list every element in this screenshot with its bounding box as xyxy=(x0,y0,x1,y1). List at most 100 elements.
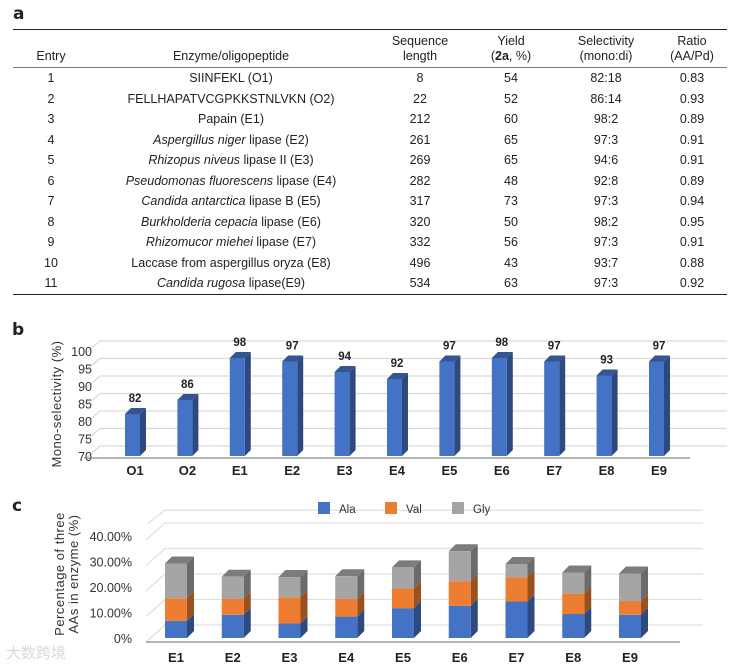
data-label: 93 xyxy=(600,355,613,367)
x-tick-label: E4 xyxy=(389,463,406,478)
bar-segment-val-side xyxy=(527,570,535,602)
bar-segment-gly-side xyxy=(470,544,478,582)
header-length: Sequence length xyxy=(373,30,467,68)
cell-entry: 10 xyxy=(44,255,58,270)
enzyme-name: Laccase from aspergillus oryza (E8) xyxy=(131,255,331,270)
bar-side xyxy=(559,355,566,456)
cell-enzyme: Aspergillus niger lipase (E2) xyxy=(89,130,373,151)
bar-segment-val xyxy=(619,601,641,615)
x-tick-label: E5 xyxy=(441,463,457,478)
bar-side xyxy=(244,352,251,456)
cell-selectivity: 93:7 xyxy=(593,255,619,270)
bar-segment-val xyxy=(562,593,585,615)
gridline xyxy=(85,375,727,389)
bar xyxy=(387,379,402,456)
bar-segment-val xyxy=(278,597,301,624)
enzyme-species: Burkholderia cepacia xyxy=(141,214,258,229)
legend-label: Ala xyxy=(339,504,356,516)
bar-segment-val-side xyxy=(641,594,648,615)
bar-segment-gly-side xyxy=(414,560,421,589)
bar-top xyxy=(387,373,408,379)
bar-segment-val xyxy=(392,588,414,609)
bar-segment-val-side xyxy=(243,591,251,615)
cell-enzyme: Papain (E1) xyxy=(89,109,373,130)
cell-selectivity: 82:18 xyxy=(590,71,622,85)
bar-segment-ala xyxy=(165,620,187,638)
bar-segment-ala-side xyxy=(470,598,478,638)
enzyme-name: Papain (E1) xyxy=(197,112,264,126)
cell-ratio: 0.92 xyxy=(679,276,705,290)
bar-side xyxy=(349,366,356,456)
cell-ratio: 0.94 xyxy=(679,194,705,208)
bar-segment-val-side xyxy=(357,591,365,617)
bar-top xyxy=(649,355,670,362)
bar-top xyxy=(491,352,513,358)
bar xyxy=(177,400,193,456)
cell-selectivity: 97:3 xyxy=(593,276,619,290)
header-yield-compound: 2a xyxy=(495,49,509,63)
cell-yield: 50 xyxy=(504,214,518,229)
cell-entry: 5 xyxy=(47,153,55,167)
gridline xyxy=(85,427,727,441)
enzyme-table: Entry Enzyme/oligopeptide Sequence length… xyxy=(13,29,727,295)
header-selectivity: Selectivity (mono:di) xyxy=(555,30,657,68)
cell-ratio: 0.89 xyxy=(679,112,705,126)
cell-ratio: 0.91 xyxy=(679,132,705,147)
bar-segment-ala-side xyxy=(584,607,592,638)
gridline xyxy=(85,357,727,371)
cell-length: 261 xyxy=(409,132,431,147)
bar-segment-val xyxy=(505,577,528,602)
bar-segment-ala-side xyxy=(300,616,308,638)
y-tick-label: 10.00% xyxy=(90,607,132,621)
x-tick-label: E1 xyxy=(232,463,248,478)
cell-length: 269 xyxy=(409,153,431,167)
bar-segment-gly-side xyxy=(584,565,592,594)
gridline xyxy=(85,410,727,424)
x-tick-label: O2 xyxy=(179,463,196,478)
header-ratio: Ratio (AA/Pd) xyxy=(657,30,727,68)
data-label: 98 xyxy=(233,337,246,349)
x-tick-label: E5 xyxy=(395,650,411,665)
enzyme-species: Rhizomucor miehei xyxy=(145,235,253,249)
x-tick-label: E1 xyxy=(168,650,184,665)
enzyme-name: lipase B (E5) xyxy=(245,194,321,208)
header-entry: Entry xyxy=(36,49,66,63)
bar-segment-gly xyxy=(562,572,585,594)
bar-segment-val xyxy=(335,598,358,617)
bar-segment-gly xyxy=(278,577,301,598)
cell-entry: 6 xyxy=(47,173,55,188)
gridline xyxy=(85,445,727,459)
bar-side xyxy=(140,408,146,456)
cell-length: 8 xyxy=(416,71,424,85)
table-row: 7 Candida antarctica lipase B (E5) 317 73 97… xyxy=(13,191,727,212)
bar-segment-val-side xyxy=(300,590,308,624)
cell-entry: 3 xyxy=(47,112,55,126)
cell-yield: 65 xyxy=(504,153,518,167)
cell-length: 317 xyxy=(409,194,431,208)
enzyme-species: Candida rugosa xyxy=(156,276,246,290)
bar-segment-ala xyxy=(562,614,585,638)
bar xyxy=(334,372,350,456)
bar-segment-ala-side xyxy=(357,609,365,638)
data-label: 98 xyxy=(495,337,508,349)
cell-ratio: 0.89 xyxy=(679,173,705,188)
cell-ratio: 0.83 xyxy=(679,71,705,85)
x-tick-label: E4 xyxy=(338,650,355,665)
bar-segment-gly-side xyxy=(187,556,194,599)
x-tick-label: E2 xyxy=(225,650,241,665)
x-tick-label: E6 xyxy=(494,463,510,478)
bar-segment-gly-top xyxy=(619,566,648,574)
bar-segment-ala-side xyxy=(641,607,648,638)
cell-yield: 60 xyxy=(504,112,518,126)
cell-ratio: 0.88 xyxy=(679,255,705,270)
y-tick-label: 20.00% xyxy=(90,581,132,595)
cell-entry: 2 xyxy=(47,91,55,106)
bar-segment-gly-top xyxy=(562,565,592,573)
bar-segment-gly-side xyxy=(641,566,648,602)
header-length-line1: Sequence xyxy=(391,34,449,48)
y-axis-label-line: AAs in enzyme (%) xyxy=(66,514,81,633)
cell-length: 496 xyxy=(409,255,431,270)
table-row: 9 Rhizomucor miehei lipase (E7) 332 56 97:3 0… xyxy=(13,232,727,253)
cell-ratio: 0.91 xyxy=(679,235,705,249)
